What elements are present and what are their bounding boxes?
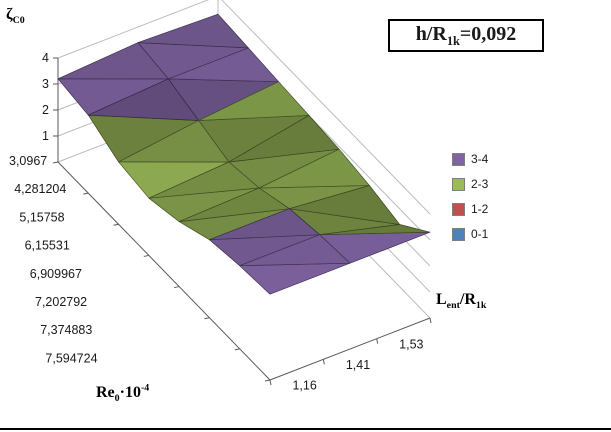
surface-facet <box>87 78 199 121</box>
surface-facet <box>289 185 401 225</box>
legend-entry-label: 2-3 <box>471 177 489 191</box>
depth-axis-tick-label: 1,41 <box>346 358 370 372</box>
x-axis-line <box>57 161 271 381</box>
legend-entry: 2-3 <box>452 177 488 191</box>
legend-entry-label: 0-1 <box>471 227 489 241</box>
x-axis-mult: ·10 <box>119 384 141 401</box>
surface-facet <box>258 148 370 189</box>
x-axis-tick <box>113 223 119 226</box>
legend-entry: 0-1 <box>452 227 488 241</box>
legend: 3-4 2-3 1-2 0-1 <box>452 152 488 241</box>
x-axis-tick-label: 5,15758 <box>19 210 64 224</box>
x-axis-subscript: 0 <box>114 393 120 405</box>
legend-entry-label: 1-2 <box>471 202 489 216</box>
surface-facet <box>239 234 351 267</box>
surface-facet <box>137 13 249 49</box>
depth-axis-subscript: ent <box>446 300 460 312</box>
depth-axis-base: L <box>436 291 447 308</box>
z-axis-symbol: ζ <box>6 6 13 23</box>
chart-title-subscript: 1k <box>446 34 460 48</box>
z-axis-subscript: C0 <box>12 15 25 27</box>
surface-facet <box>198 81 310 121</box>
x-axis-tick <box>204 317 210 320</box>
x-axis-tick-label: 7,374883 <box>40 323 92 337</box>
legend-entry: 1-2 <box>452 202 488 216</box>
surface-facet <box>148 161 260 199</box>
surface-facet <box>178 187 290 222</box>
legend-swatch-icon <box>452 202 465 216</box>
x-axis-tick-label: 6,909967 <box>30 267 82 281</box>
x-axis-tick-label: 4,281204 <box>14 182 66 196</box>
surface-facet <box>167 47 279 83</box>
z-axis-tick-label: 4 <box>42 51 49 65</box>
chart-title-base: h/R <box>415 23 447 45</box>
x-axis-base: Re <box>96 384 115 401</box>
depth-axis-tick-label: 1,16 <box>292 379 316 393</box>
surface-facet <box>239 262 351 295</box>
x-axis-title: Re0·10-4 <box>96 382 150 405</box>
depth-axis-tick <box>269 379 272 386</box>
chart-title-box: h/R1k=0,092 <box>388 19 544 52</box>
depth-axis-base2: /R <box>459 291 476 308</box>
depth-axis-line <box>269 317 431 381</box>
surface-facet <box>228 115 340 163</box>
x-axis-tick-label: 6,15531 <box>25 239 70 253</box>
surface-facet <box>57 42 169 80</box>
chart-title-value: =0,092 <box>459 23 517 45</box>
legend-entry: 3-4 <box>452 152 488 166</box>
z-gridline <box>57 0 431 215</box>
x-axis-tick-label: 3,0967 <box>9 154 47 168</box>
x-axis-tick <box>52 161 59 164</box>
legend-swatch-icon <box>452 152 465 166</box>
bottom-rule <box>0 428 611 430</box>
x-axis-tick <box>83 192 89 195</box>
z-axis-title: ζC0 <box>6 6 25 27</box>
legend-swatch-icon <box>452 227 465 241</box>
surface-facet <box>209 208 321 241</box>
depth-axis-subscript2: 1k <box>475 300 487 312</box>
z-axis-tick-label: 3 <box>42 77 49 91</box>
depth-axis-title: Lent/R1k <box>436 291 487 312</box>
z-axis-tick-label: 1 <box>42 129 49 143</box>
depth-axis-tick <box>376 338 379 344</box>
depth-axis-tick <box>322 359 325 365</box>
x-axis-tick <box>264 379 271 382</box>
x-axis-tick <box>143 254 149 257</box>
x-axis-tick <box>174 286 180 289</box>
surface-facet <box>319 224 431 236</box>
z-axis-tick-label: 2 <box>42 103 49 117</box>
x-axis-tick-label: 7,202792 <box>35 295 87 309</box>
surface-facet <box>118 120 230 163</box>
x-axis-superscript: -4 <box>140 382 150 394</box>
depth-axis-tick <box>429 317 432 324</box>
legend-swatch-icon <box>452 177 465 191</box>
legend-entry-label: 3-4 <box>471 152 489 166</box>
depth-axis-tick-label: 1,53 <box>399 337 423 351</box>
x-axis-tick <box>234 348 240 351</box>
x-axis-tick-label: 7,594724 <box>45 351 97 365</box>
